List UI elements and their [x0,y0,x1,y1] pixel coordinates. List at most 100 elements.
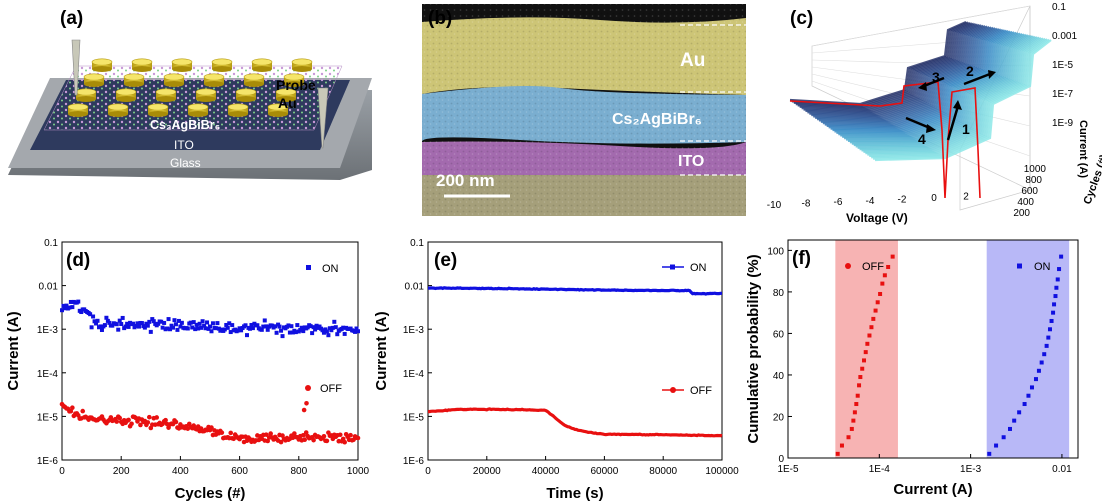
iv-curve [805,24,982,115]
pad-top [187,103,209,111]
off-point-d [163,417,168,423]
off-point-d [263,432,269,437]
x-axis-label-d: Cycles (#) [175,485,246,502]
pad-top [131,58,153,66]
on-point-f [1026,393,1031,398]
legend-on-text-e: ON [690,262,707,274]
on-point-d [280,334,285,339]
y-tick-label-d: 0.01 [39,282,59,293]
on-point-d [265,327,270,332]
off-point-d [300,432,306,438]
on-point-d [150,317,155,322]
x-tick-label-e: 20000 [473,466,501,477]
sem-material-label: Cs₂AgBiBr₆ [612,111,702,128]
arrow-4-label: 4 [918,131,926,147]
x-axis-label-f: Current (A) [893,481,972,498]
on-point-f [994,443,999,448]
on-point-d [116,327,121,332]
pad-bottom [212,66,232,72]
on-point-d [313,327,318,332]
pad-bottom [244,81,264,87]
voltage-tick: 0 [931,193,937,204]
voltage-tick: 2 [963,192,969,203]
off-point-f [890,254,895,259]
x-tick-label-f: 1E-5 [777,464,799,475]
pad-bottom [164,81,184,87]
on-point-d [188,320,193,325]
pad-top [275,88,297,96]
on-point-d [104,315,109,320]
iv-curve [849,33,1027,144]
off-point-d [355,435,361,441]
on-point-d [239,328,244,333]
voltage-tick: -6 [834,197,843,208]
pad-bottom [188,111,208,117]
panel-a-device-schematic: (a) Probe Au Cs₂AgBiBr₆ ITO Glass [8,8,372,180]
on-point-d [175,327,180,332]
on-point-d [193,327,198,332]
iv-curve [861,36,1039,152]
pad-top [291,58,313,66]
axis-ticks-e: 0 20000 40000 60000 80000 100000 0.1 0.01 1E-3 1E… [403,238,739,477]
on-point-d [243,323,248,328]
off-point-f [882,273,887,278]
off-point-f [869,325,874,330]
on-point-d [147,319,152,324]
axis-ticks-d: 0 200 400 600 800 1000 0.1 0.01 1E-3 1E-4 1E-5 1E-6 [37,238,370,477]
voltage-tick: -10 [767,200,782,211]
on-point-f [1033,377,1038,382]
iv-curve [809,25,986,118]
on-point-d [176,318,181,323]
off-point-d [278,439,284,445]
on-point-d [293,330,298,335]
off-point-d [147,414,152,420]
off-point-f [846,435,851,440]
iv-curve [817,26,994,123]
iv-curve [863,36,1041,153]
on-point-d [107,320,112,325]
on-point-d [125,321,130,326]
gold-electrode-pads [67,58,313,117]
on-point-f [1053,294,1058,299]
panel-a-label: (a) [60,8,83,29]
off-point-d [265,438,271,444]
on-point-d [329,328,334,333]
pad-bottom [252,66,272,72]
on-point-d [110,323,115,328]
on-point-d [191,320,196,325]
on-point-f [1054,285,1059,290]
iv-curve [803,23,981,114]
iv-curve [867,37,1044,156]
on-point-d [323,327,328,332]
x-tick-label-d: 0 [59,466,65,477]
pad-top [195,88,217,96]
off-point-f [862,358,867,363]
x-tick-label-d: 800 [290,466,307,477]
on-point-d [320,328,325,333]
on-point-d [206,326,211,331]
y-tick-label-d: 1E-4 [37,369,59,380]
on-point-f [1046,335,1051,340]
iv-curve [815,26,992,122]
off-point-f [878,291,883,296]
iv-curve [865,37,1042,155]
on-point-d [171,325,175,330]
iv-curve-stack [789,20,1052,162]
pad-top [251,58,273,66]
on-point-d [356,329,360,334]
pad-bottom [148,111,168,117]
cycle-tick: 1000 [1024,164,1047,175]
switching-arrows [905,70,996,141]
on-point-d [117,318,122,323]
probe-label: Probe [276,77,316,93]
y-axis-label-e: Current (A) [373,311,390,390]
on-point-f [1052,302,1057,307]
off-point-f [875,300,880,305]
x-tick-label-e: 80000 [649,466,677,477]
pad-bottom [92,66,112,72]
voltage-tick: -8 [802,199,811,210]
off-point-f [863,350,868,355]
pad-bottom [236,96,256,102]
current-tick: 1E-9 [1052,118,1074,129]
off-point-d [342,439,347,445]
